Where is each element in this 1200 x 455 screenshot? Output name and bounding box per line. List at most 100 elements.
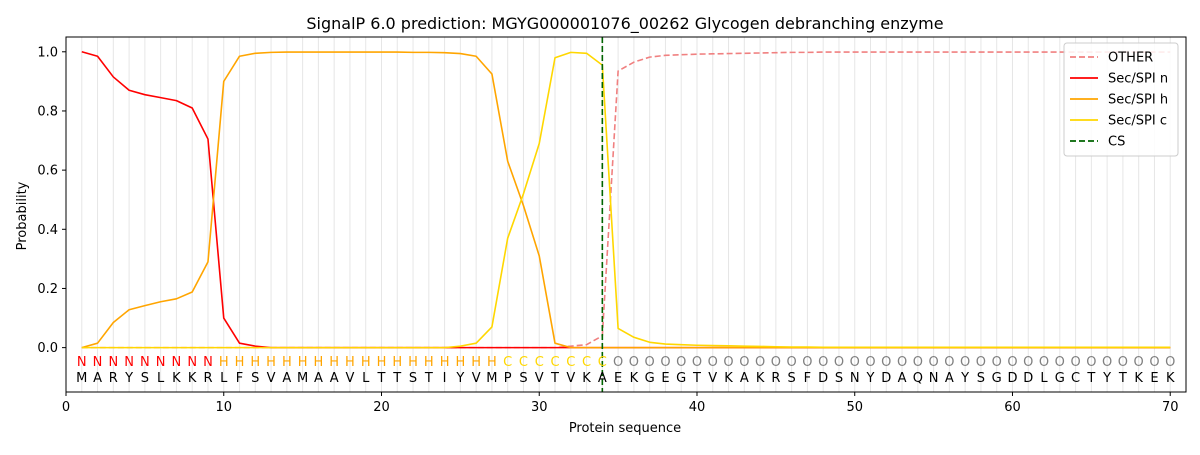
residue-letter: V <box>535 371 544 386</box>
predicted-label: H <box>250 355 260 370</box>
predicted-label: H <box>424 355 434 370</box>
y-tick-label: 0.0 <box>37 341 58 356</box>
residue-letter: K <box>188 371 197 386</box>
predicted-label: H <box>361 355 371 370</box>
grid-lines <box>81 37 1171 392</box>
residue-letter: S <box>519 371 527 386</box>
residue-letter: T <box>377 371 386 386</box>
predicted-label: O <box>676 355 686 370</box>
predicted-label: H <box>235 355 245 370</box>
predicted-label: O <box>1070 355 1080 370</box>
residue-letter: V <box>267 371 276 386</box>
residue-letter: F <box>804 371 811 386</box>
y-tick-label: 0.4 <box>37 223 58 238</box>
predicted-label: C <box>598 355 607 370</box>
predicted-label: N <box>108 355 118 370</box>
predicted-label: O <box>960 355 970 370</box>
residue-letter: K <box>1134 371 1143 386</box>
predicted-label: N <box>140 355 150 370</box>
residue-letter: Y <box>124 371 133 386</box>
residue-letter: V <box>345 371 354 386</box>
residue-letter: G <box>1055 371 1065 386</box>
predicted-label: O <box>881 355 891 370</box>
predicted-label: O <box>692 355 702 370</box>
x-axis: 0 10 20 30 40 50 60 70 <box>62 392 1178 415</box>
predicted-label: O <box>771 355 781 370</box>
residue-letter: Q <box>913 371 923 386</box>
residue-letter: T <box>1086 371 1095 386</box>
predicted-label: O <box>865 355 875 370</box>
predicted-label: H <box>266 355 276 370</box>
residue-letter: S <box>977 371 985 386</box>
residue-letter: M <box>297 371 308 386</box>
x-tick-label: 40 <box>689 400 706 415</box>
legend-label: OTHER <box>1108 51 1153 66</box>
predicted-label: H <box>314 355 324 370</box>
residue-letter: L <box>220 371 228 386</box>
predicted-label: O <box>1039 355 1049 370</box>
predicted-label: O <box>1023 355 1033 370</box>
residue-letter: A <box>740 371 749 386</box>
x-tick-label: 50 <box>846 400 863 415</box>
residue-letter: R <box>771 371 780 386</box>
residue-letter: A <box>330 371 339 386</box>
y-axis: 0.0 0.2 0.4 0.6 0.8 1.0 <box>37 45 66 356</box>
predicted-label: O <box>660 355 670 370</box>
y-tick-label: 0.8 <box>37 104 58 119</box>
residue-letter: Y <box>960 371 969 386</box>
residue-letter: A <box>314 371 323 386</box>
residue-letter: S <box>141 371 149 386</box>
predicted-label: O <box>913 355 923 370</box>
predicted-label: O <box>629 355 639 370</box>
residue-letter: K <box>724 371 733 386</box>
predicted-label: H <box>471 355 481 370</box>
residue-letter: A <box>93 371 102 386</box>
predicted-label: N <box>93 355 103 370</box>
residue-letter: G <box>992 371 1002 386</box>
predicted-label: O <box>944 355 954 370</box>
residue-letter: V <box>566 371 575 386</box>
predicted-label: H <box>455 355 465 370</box>
predicted-label: H <box>282 355 292 370</box>
predicted-label: O <box>802 355 812 370</box>
residue-letter: T <box>550 371 559 386</box>
predicted-label: C <box>550 355 559 370</box>
residue-letter: K <box>630 371 639 386</box>
residue-letter: S <box>788 371 796 386</box>
predicted-label: O <box>1102 355 1112 370</box>
predicted-label: H <box>329 355 339 370</box>
predicted-label: O <box>1165 355 1175 370</box>
residue-letter: G <box>676 371 686 386</box>
residue-letter: D <box>818 371 828 386</box>
residue-letter: S <box>251 371 259 386</box>
sequence-layer: NMNANRNYNSNLNKNKNRHLHFHSHVHAHMHAHAHVHLHT… <box>76 355 1175 386</box>
predicted-label: O <box>976 355 986 370</box>
residue-letter: E <box>661 371 669 386</box>
residue-letter: M <box>486 371 497 386</box>
residue-letter: L <box>157 371 165 386</box>
predicted-label: O <box>787 355 797 370</box>
x-tick-label: 60 <box>1004 400 1021 415</box>
residue-letter: Y <box>1102 371 1111 386</box>
residue-letter: A <box>282 371 291 386</box>
predicted-label: O <box>723 355 733 370</box>
residue-letter: N <box>929 371 939 386</box>
predicted-label: C <box>582 355 591 370</box>
residue-letter: K <box>756 371 765 386</box>
series-line-sec-spi-c <box>81 51 1171 349</box>
predicted-label: H <box>487 355 497 370</box>
predicted-label: N <box>156 355 166 370</box>
y-axis-label: Probability <box>15 181 30 250</box>
residue-letter: N <box>850 371 860 386</box>
residue-letter: D <box>881 371 891 386</box>
residue-letter: S <box>409 371 417 386</box>
predicted-label: N <box>203 355 213 370</box>
predicted-label: C <box>535 355 544 370</box>
predicted-label: C <box>519 355 528 370</box>
x-tick-label: 10 <box>215 400 232 415</box>
residue-letter: P <box>504 371 512 386</box>
predicted-label: O <box>645 355 655 370</box>
x-axis-label: Protein sequence <box>569 421 681 436</box>
residue-letter: T <box>692 371 701 386</box>
